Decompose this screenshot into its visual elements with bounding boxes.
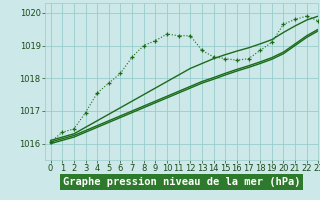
X-axis label: Graphe pression niveau de la mer (hPa): Graphe pression niveau de la mer (hPa) — [63, 177, 300, 187]
